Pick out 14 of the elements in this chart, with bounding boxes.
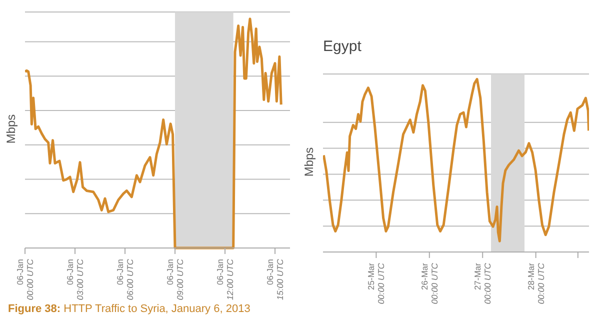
x-tick-label: 06-Jan 03:00 UTC bbox=[65, 258, 85, 300]
x-tick-label: 06-Jan 15:00 UTC bbox=[265, 258, 285, 300]
y-axis-title: Mbps bbox=[4, 113, 18, 146]
x-tick-label: 06-Jan 06:00 UTC bbox=[115, 258, 135, 300]
chart-title: Egypt bbox=[323, 38, 362, 55]
x-tick-label: 06-Jan 09:00 UTC bbox=[165, 258, 185, 300]
x-tick-label: 06-Jan 00:00 UTC bbox=[15, 258, 35, 300]
x-tick-label: 28-Mar 00:00 UTC bbox=[526, 262, 546, 304]
y-axis-title: Mbps bbox=[302, 146, 316, 179]
x-tick-label: 27-Mar 00:00 UTC bbox=[472, 262, 493, 304]
x-tick-label: 06-Jan 12:00 UTC bbox=[215, 258, 235, 300]
x-tick-label: 25-Mar 00:00 UTC bbox=[366, 262, 386, 304]
caption: Figure 38: HTTP Traffic to Syria, January 6, 2013 bbox=[8, 303, 250, 315]
x-tick-label: 26-Mar 00:00 UTC bbox=[419, 262, 440, 304]
